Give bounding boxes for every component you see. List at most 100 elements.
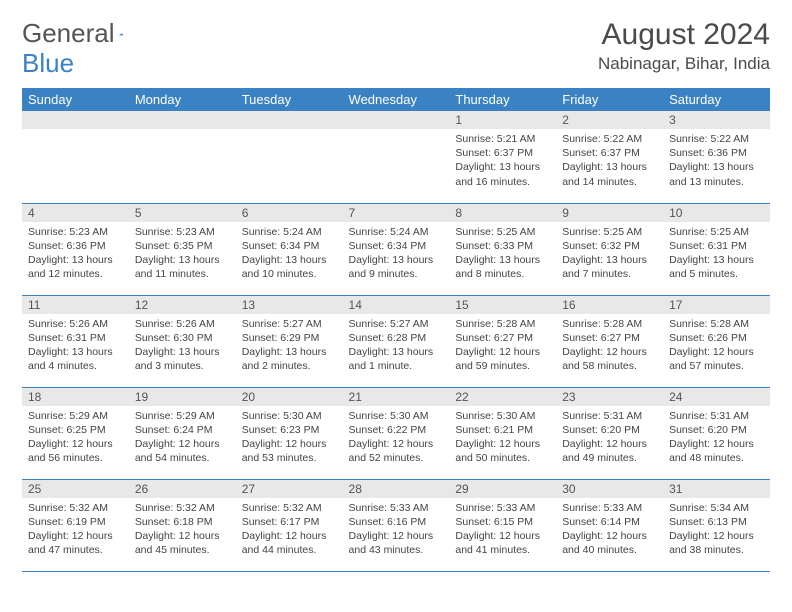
day-details: Sunrise: 5:31 AMSunset: 6:20 PMDaylight:… [663,406,770,470]
calendar-cell: 11Sunrise: 5:26 AMSunset: 6:31 PMDayligh… [22,295,129,387]
calendar-cell: 13Sunrise: 5:27 AMSunset: 6:29 PMDayligh… [236,295,343,387]
calendar-cell: 12Sunrise: 5:26 AMSunset: 6:30 PMDayligh… [129,295,236,387]
day-header-row: Sunday Monday Tuesday Wednesday Thursday… [22,88,770,111]
calendar-row: 25Sunrise: 5:32 AMSunset: 6:19 PMDayligh… [22,479,770,571]
day-number: 16 [556,296,663,314]
day-number: 3 [663,111,770,129]
day-header: Tuesday [236,88,343,111]
day-details: Sunrise: 5:24 AMSunset: 6:34 PMDaylight:… [343,222,450,286]
day-number: 1 [449,111,556,129]
calendar-cell: 29Sunrise: 5:33 AMSunset: 6:15 PMDayligh… [449,479,556,571]
calendar-cell: 16Sunrise: 5:28 AMSunset: 6:27 PMDayligh… [556,295,663,387]
day-number [129,111,236,129]
calendar-row: 18Sunrise: 5:29 AMSunset: 6:25 PMDayligh… [22,387,770,479]
day-details: Sunrise: 5:32 AMSunset: 6:17 PMDaylight:… [236,498,343,562]
calendar-cell: 27Sunrise: 5:32 AMSunset: 6:17 PMDayligh… [236,479,343,571]
day-number: 12 [129,296,236,314]
day-header: Monday [129,88,236,111]
day-header: Saturday [663,88,770,111]
day-number: 20 [236,388,343,406]
day-details: Sunrise: 5:24 AMSunset: 6:34 PMDaylight:… [236,222,343,286]
day-details: Sunrise: 5:27 AMSunset: 6:29 PMDaylight:… [236,314,343,378]
day-number: 2 [556,111,663,129]
day-details: Sunrise: 5:29 AMSunset: 6:25 PMDaylight:… [22,406,129,470]
day-details: Sunrise: 5:33 AMSunset: 6:15 PMDaylight:… [449,498,556,562]
day-number: 6 [236,204,343,222]
logo-word2: Blue [22,48,74,79]
day-number: 19 [129,388,236,406]
day-number: 5 [129,204,236,222]
day-number: 21 [343,388,450,406]
day-details: Sunrise: 5:32 AMSunset: 6:19 PMDaylight:… [22,498,129,562]
day-number: 25 [22,480,129,498]
day-details: Sunrise: 5:33 AMSunset: 6:16 PMDaylight:… [343,498,450,562]
day-number: 9 [556,204,663,222]
calendar-row: 4Sunrise: 5:23 AMSunset: 6:36 PMDaylight… [22,203,770,295]
calendar-cell: 26Sunrise: 5:32 AMSunset: 6:18 PMDayligh… [129,479,236,571]
calendar-row: 1Sunrise: 5:21 AMSunset: 6:37 PMDaylight… [22,111,770,203]
day-number: 15 [449,296,556,314]
day-details: Sunrise: 5:32 AMSunset: 6:18 PMDaylight:… [129,498,236,562]
calendar-cell: 20Sunrise: 5:30 AMSunset: 6:23 PMDayligh… [236,387,343,479]
day-number: 29 [449,480,556,498]
calendar-table: Sunday Monday Tuesday Wednesday Thursday… [22,88,770,572]
day-details: Sunrise: 5:23 AMSunset: 6:35 PMDaylight:… [129,222,236,286]
day-header: Friday [556,88,663,111]
day-details: Sunrise: 5:29 AMSunset: 6:24 PMDaylight:… [129,406,236,470]
calendar-cell: 30Sunrise: 5:33 AMSunset: 6:14 PMDayligh… [556,479,663,571]
day-details: Sunrise: 5:23 AMSunset: 6:36 PMDaylight:… [22,222,129,286]
day-number: 13 [236,296,343,314]
day-details: Sunrise: 5:30 AMSunset: 6:23 PMDaylight:… [236,406,343,470]
day-number: 4 [22,204,129,222]
calendar-cell: 7Sunrise: 5:24 AMSunset: 6:34 PMDaylight… [343,203,450,295]
day-details: Sunrise: 5:22 AMSunset: 6:37 PMDaylight:… [556,129,663,193]
day-number: 30 [556,480,663,498]
day-number: 31 [663,480,770,498]
calendar-cell: 23Sunrise: 5:31 AMSunset: 6:20 PMDayligh… [556,387,663,479]
day-number: 23 [556,388,663,406]
day-header: Sunday [22,88,129,111]
day-details: Sunrise: 5:27 AMSunset: 6:28 PMDaylight:… [343,314,450,378]
day-details: Sunrise: 5:28 AMSunset: 6:27 PMDaylight:… [449,314,556,378]
day-details: Sunrise: 5:33 AMSunset: 6:14 PMDaylight:… [556,498,663,562]
month-title: August 2024 [598,18,770,52]
day-details: Sunrise: 5:30 AMSunset: 6:21 PMDaylight:… [449,406,556,470]
day-number: 10 [663,204,770,222]
calendar-cell: 2Sunrise: 5:22 AMSunset: 6:37 PMDaylight… [556,111,663,203]
day-number [343,111,450,129]
day-details: Sunrise: 5:25 AMSunset: 6:33 PMDaylight:… [449,222,556,286]
day-details: Sunrise: 5:21 AMSunset: 6:37 PMDaylight:… [449,129,556,193]
location: Nabinagar, Bihar, India [598,54,770,74]
calendar-cell: 9Sunrise: 5:25 AMSunset: 6:32 PMDaylight… [556,203,663,295]
title-block: August 2024 Nabinagar, Bihar, India [598,18,770,74]
calendar-cell: 31Sunrise: 5:34 AMSunset: 6:13 PMDayligh… [663,479,770,571]
calendar-cell: 24Sunrise: 5:31 AMSunset: 6:20 PMDayligh… [663,387,770,479]
day-details: Sunrise: 5:28 AMSunset: 6:27 PMDaylight:… [556,314,663,378]
day-details: Sunrise: 5:34 AMSunset: 6:13 PMDaylight:… [663,498,770,562]
calendar-cell: 4Sunrise: 5:23 AMSunset: 6:36 PMDaylight… [22,203,129,295]
day-number: 14 [343,296,450,314]
logo-icon [119,24,123,44]
day-number: 11 [22,296,129,314]
day-details: Sunrise: 5:22 AMSunset: 6:36 PMDaylight:… [663,129,770,193]
day-header: Thursday [449,88,556,111]
day-details: Sunrise: 5:31 AMSunset: 6:20 PMDaylight:… [556,406,663,470]
day-number: 24 [663,388,770,406]
day-number: 22 [449,388,556,406]
calendar-cell: 10Sunrise: 5:25 AMSunset: 6:31 PMDayligh… [663,203,770,295]
day-details: Sunrise: 5:30 AMSunset: 6:22 PMDaylight:… [343,406,450,470]
calendar-cell: 19Sunrise: 5:29 AMSunset: 6:24 PMDayligh… [129,387,236,479]
logo: General [22,18,147,49]
calendar-cell: 8Sunrise: 5:25 AMSunset: 6:33 PMDaylight… [449,203,556,295]
calendar-cell: 25Sunrise: 5:32 AMSunset: 6:19 PMDayligh… [22,479,129,571]
calendar-cell: 15Sunrise: 5:28 AMSunset: 6:27 PMDayligh… [449,295,556,387]
calendar-cell: 28Sunrise: 5:33 AMSunset: 6:16 PMDayligh… [343,479,450,571]
day-number: 27 [236,480,343,498]
day-number: 28 [343,480,450,498]
calendar-cell: 18Sunrise: 5:29 AMSunset: 6:25 PMDayligh… [22,387,129,479]
day-header: Wednesday [343,88,450,111]
day-number [22,111,129,129]
calendar-cell: 21Sunrise: 5:30 AMSunset: 6:22 PMDayligh… [343,387,450,479]
calendar-row: 11Sunrise: 5:26 AMSunset: 6:31 PMDayligh… [22,295,770,387]
calendar-cell [22,111,129,203]
